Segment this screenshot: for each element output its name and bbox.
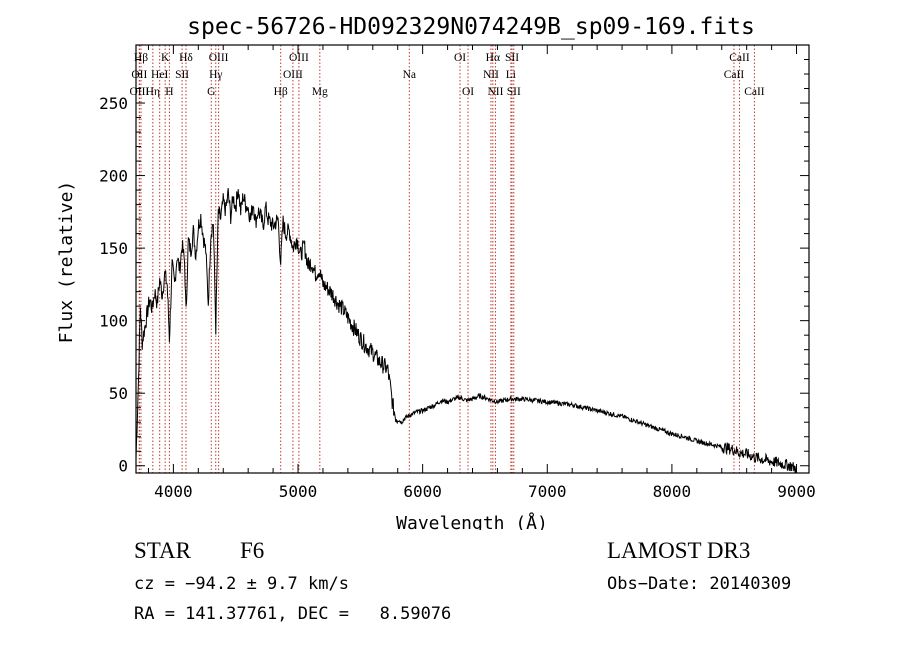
object-type: STAR <box>134 538 191 563</box>
spectral-line-label: OIII <box>209 52 229 64</box>
x-tick-label: 5000 <box>279 482 318 501</box>
coordinates: RA = 141.37761, DEC = 8.59076 <box>134 604 452 624</box>
spectral-line-label: OI <box>454 52 466 64</box>
spectral-line-label: Hβ <box>134 52 148 64</box>
y-axis-ticks: 0 50 100 150 200 250 <box>99 59 809 476</box>
plot-frame <box>135 44 810 474</box>
spectral-line-label: SII <box>175 69 189 81</box>
y-tick-label: 200 <box>99 167 128 186</box>
spectral-line-label: Hγ <box>209 69 222 81</box>
x-tick-label: 6000 <box>403 482 442 501</box>
spectral-line-label: OI <box>462 86 474 98</box>
y-axis-label: Flux (relative) <box>56 181 77 344</box>
spectral-line-label: CaII <box>724 69 745 81</box>
spectral-line-label: OIII <box>129 86 149 98</box>
spectral-line-label: NII <box>487 86 503 98</box>
spectral-line-label: NII <box>483 69 499 81</box>
spectral-line-label: H <box>165 86 173 98</box>
y-tick-label: 50 <box>109 384 128 403</box>
y-tick-label: 250 <box>99 94 128 113</box>
spectral-line-label: Mg <box>312 86 328 98</box>
spectral-line-label: CaII <box>729 52 750 64</box>
spectral-line-label: HeI <box>151 69 168 81</box>
spectral-line-label: OIII <box>289 52 309 64</box>
spectral-line-label: OII <box>131 69 147 81</box>
redshift-velocity: cz = −94.2 ± 9.7 km/s <box>134 574 349 594</box>
spectral-line-label: CaII <box>744 86 765 98</box>
y-tick-label: 0 <box>118 457 128 476</box>
spectral-subclass: F6 <box>240 538 265 563</box>
spectral-line-label: OIII <box>283 69 303 81</box>
y-tick-label: 150 <box>99 239 128 258</box>
spectral-line-label: Hβ <box>274 86 288 98</box>
spectral-line-label: Li <box>506 69 516 81</box>
x-tick-label: 7000 <box>528 482 567 501</box>
y-tick-label: 100 <box>99 312 128 331</box>
spectral-line-label: Na <box>403 69 416 81</box>
survey-name: LAMOST DR3 <box>607 538 751 563</box>
x-tick-label: 4000 <box>154 482 193 501</box>
spectral-line-label: K <box>161 52 170 64</box>
spectral-line-label: Hδ <box>179 52 193 64</box>
x-axis-label: Wavelength (Å) <box>396 512 548 530</box>
spectral-line-label: Hα <box>486 52 500 64</box>
spectrum-line <box>135 188 797 473</box>
spectral-line-label: SII <box>507 86 521 98</box>
x-tick-label: 9000 <box>777 482 816 501</box>
chart-title: spec-56726-HD092329N074249B_sp09-169.fit… <box>187 14 755 40</box>
x-tick-label: 8000 <box>653 482 692 501</box>
spectral-line-label: Hη <box>146 86 160 98</box>
x-axis-ticks: 4000 5000 6000 7000 8000 9000 <box>147 45 816 501</box>
spectral-line-label: G <box>207 86 215 98</box>
spectrum-chart: spec-56726-HD092329N074249B_sp09-169.fit… <box>56 14 816 530</box>
observation-date: Obs−Date: 20140309 <box>607 574 792 594</box>
spectral-lines-layer <box>138 45 755 473</box>
spectral-line-label: SII <box>505 52 519 64</box>
